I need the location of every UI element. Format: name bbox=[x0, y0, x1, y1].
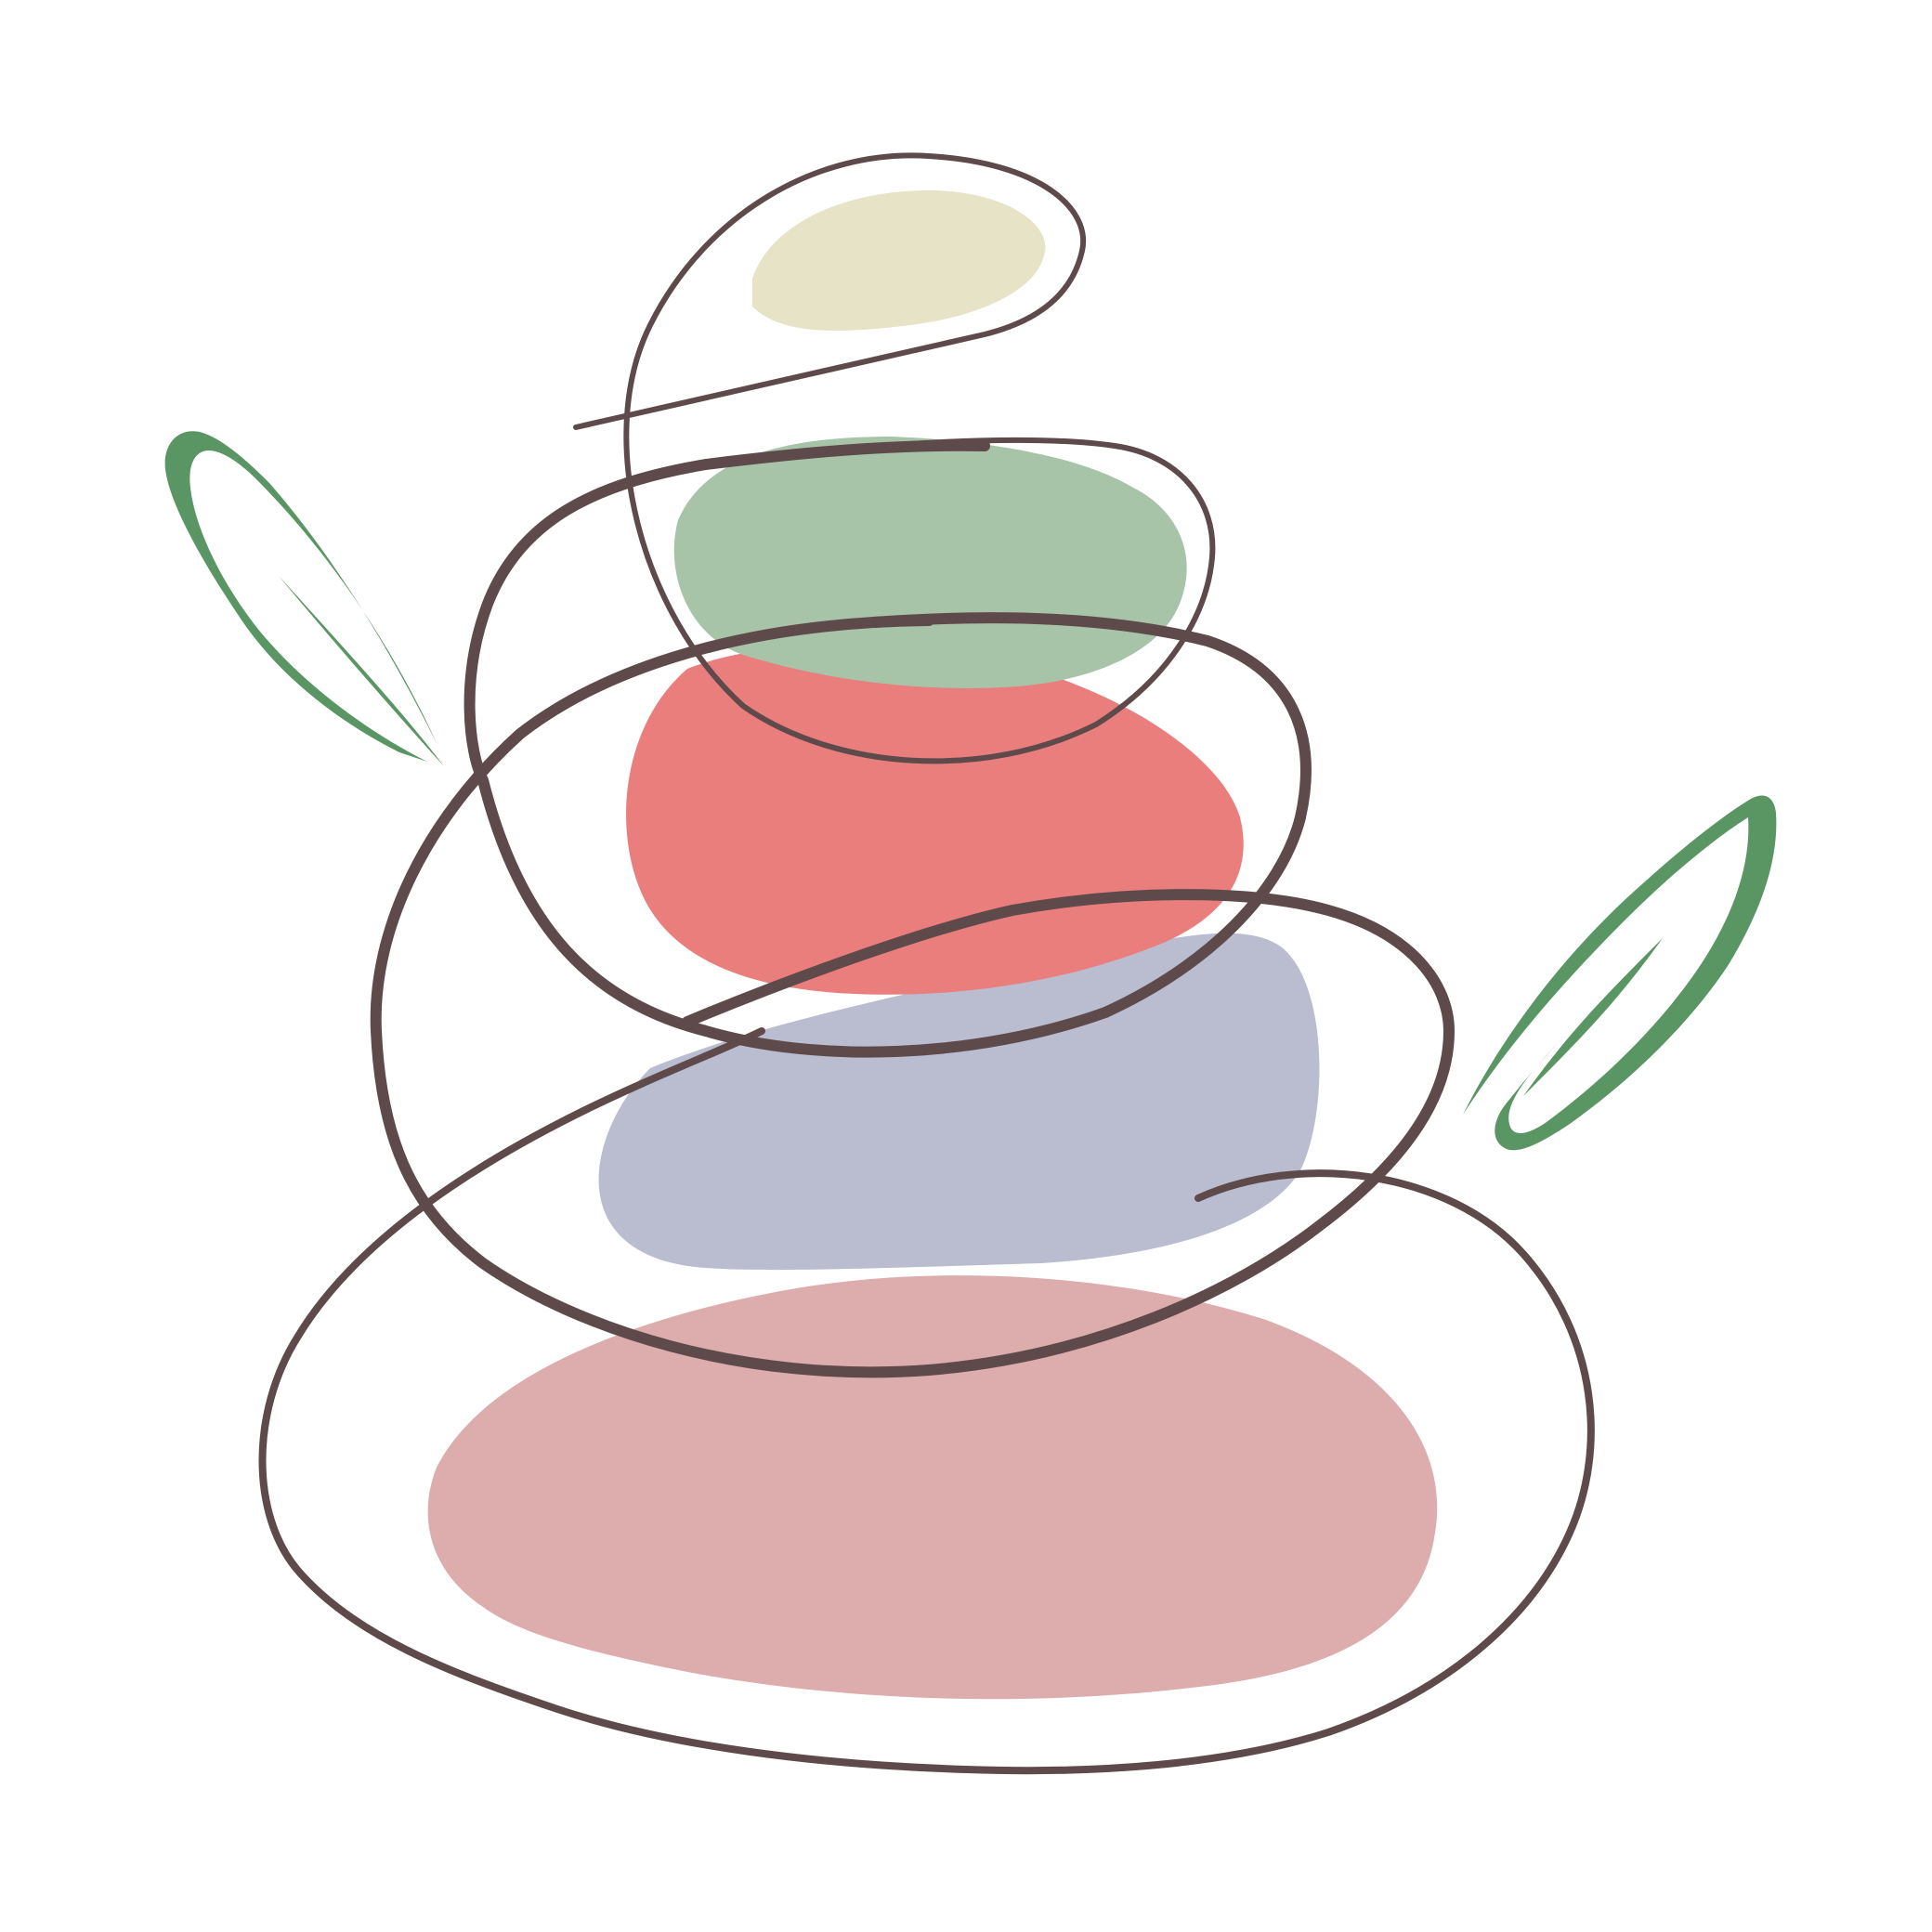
stone-bottom-outline bbox=[258, 1027, 1595, 1775]
leaf-right-vein bbox=[1523, 938, 1663, 1096]
leaf-left-vein bbox=[279, 576, 444, 766]
stone-third-outline bbox=[370, 615, 1455, 1378]
stone-top-fill bbox=[752, 190, 1046, 331]
stone-third-fill bbox=[626, 645, 1244, 995]
stone-fourth-fill bbox=[598, 933, 1320, 1271]
leaf-right-outline bbox=[1463, 795, 1777, 1151]
stone-top-outline bbox=[573, 152, 1216, 764]
stone-bottom-fill bbox=[427, 1275, 1438, 1700]
stone-second-outline bbox=[463, 439, 1312, 1058]
stone-second-fill bbox=[673, 437, 1187, 688]
